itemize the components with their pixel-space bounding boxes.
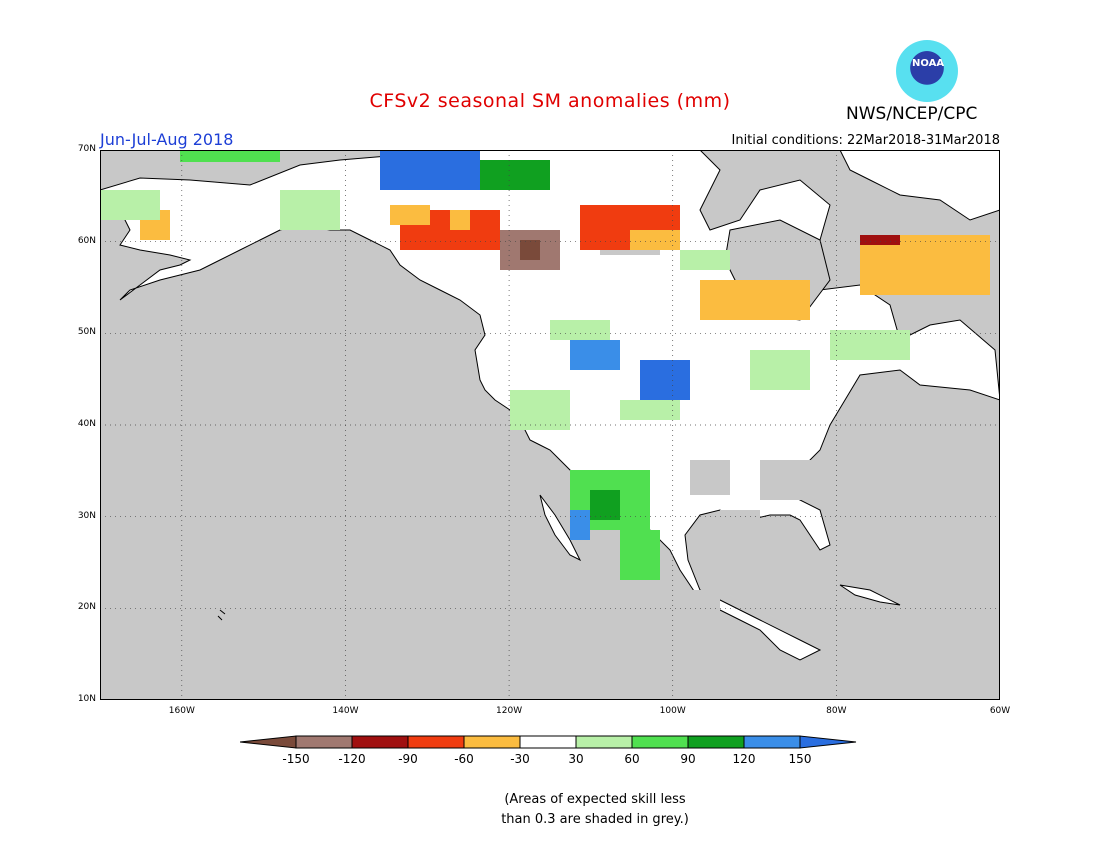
lat-label-20N: 20N	[77, 602, 96, 613]
hawaii-land	[217, 609, 226, 621]
colorbar-segment-9	[743, 735, 801, 749]
lat-label-70N: 70N	[77, 144, 96, 154]
wet-anomaly-blocks	[100, 150, 910, 580]
skill-note-line2: than 0.3 are shaded in grey.)	[501, 812, 689, 827]
lon-label-100W: 100W	[659, 706, 686, 716]
colorbar	[240, 735, 857, 749]
lon-label-120W: 120W	[496, 706, 523, 716]
graticule	[100, 150, 1000, 700]
dry-anomaly-blocks	[140, 205, 990, 320]
colorbar-segment-5	[519, 735, 577, 749]
noaa-logo	[896, 40, 958, 102]
lat-label-50N: 50N	[77, 327, 96, 338]
colorbar-tick-label: -90	[398, 752, 418, 766]
baja-land	[539, 494, 582, 562]
anomaly-map	[100, 150, 1000, 700]
colorbar-tick-label: 30	[568, 752, 584, 766]
colorbar-segment-3	[407, 735, 465, 749]
colorbar-segment-4	[463, 735, 521, 749]
season-label: Jun-Jul-Aug 2018	[100, 130, 234, 149]
map-frame	[100, 150, 1000, 700]
agency-label: NWS/NCEP/CPC	[846, 104, 978, 124]
colorbar-end-low	[240, 735, 297, 749]
lat-label-60N: 60N	[77, 235, 96, 246]
colorbar-tick-label: 60	[624, 752, 640, 766]
colorbar-segment-2	[351, 735, 409, 749]
skill-note-line1: (Areas of expected skill less	[504, 792, 686, 807]
colorbar-tick-label: -30	[510, 752, 530, 766]
colorbar-tick-label: -150	[282, 752, 310, 766]
initial-conditions-label: Initial conditions: 22Mar2018-31Mar2018	[731, 133, 1001, 148]
lat-label-30N: 30N	[77, 510, 96, 521]
lon-label-80W: 80W	[826, 706, 847, 716]
colorbar-tick-label: 150	[788, 752, 812, 766]
colorbar-segment-7	[631, 735, 689, 749]
colorbar-end-high	[799, 735, 857, 749]
colorbar-tick-label: -120	[338, 752, 366, 766]
colorbar-tick-label: 120	[732, 752, 756, 766]
cuba-land	[839, 584, 901, 606]
greenland-land	[839, 150, 1000, 221]
colorbar-segment-6	[575, 735, 633, 749]
colorbar-tick-label: 90	[680, 752, 696, 766]
lon-label-60W: 60W	[989, 706, 1011, 716]
colorbar-segment-1	[295, 735, 353, 749]
colorbar-segment-8	[687, 735, 745, 749]
lon-label-140W: 140W	[332, 706, 359, 716]
lat-label-40N: 40N	[77, 419, 96, 429]
colorbar-tick-label: -60	[454, 752, 474, 766]
lon-label-160W: 160W	[168, 706, 195, 716]
lat-label-10N: 10N	[77, 694, 96, 704]
map-title: CFSv2 seasonal SM anomalies (mm)	[369, 90, 731, 112]
noaa-logo-text: NOAA	[912, 58, 945, 69]
